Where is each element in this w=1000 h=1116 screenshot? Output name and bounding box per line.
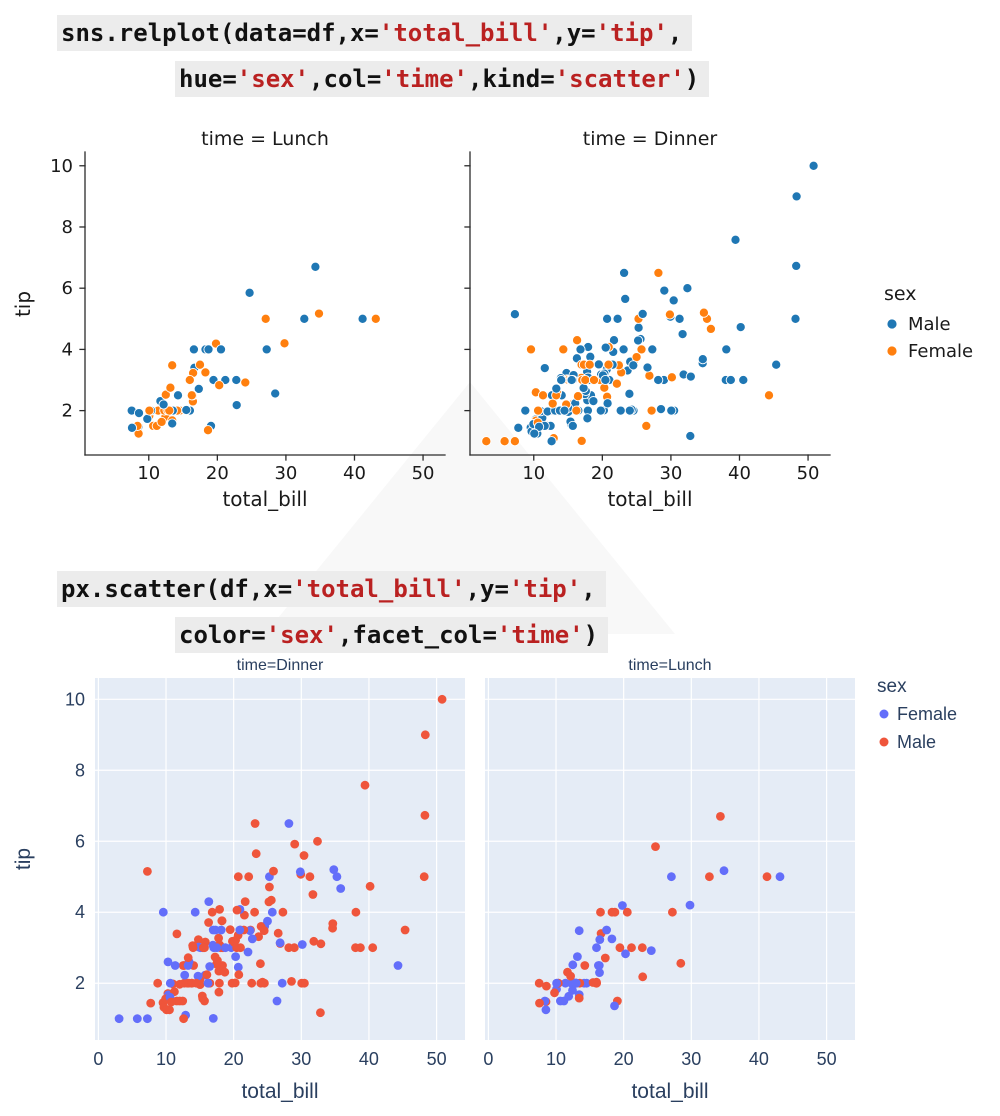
x-tick-label: 10 [137,463,160,484]
x-tick-label: 50 [797,463,820,484]
plotly-code-snippet: px.scatter(df,x='total_bill',y='tip',col… [57,566,609,658]
scatter-points-lunch [534,812,785,1015]
code-token-string: 'time' [381,65,468,93]
plotly-panel-dinner: time=Dinner 0 10 20 30 40 50 2 4 6 8 10 total_bill [65,657,465,1103]
x-tick-label: 40 [359,1049,379,1069]
code-token-plain: ,kind= [468,65,555,93]
code-token-plain: ) [684,65,700,93]
code-token-plain: ,facet_col= [337,621,497,649]
y-tick-label: 4 [75,902,85,922]
legend-label: Female [908,341,973,362]
x-tick-label: 0 [483,1049,493,1069]
code-token-string: 'tip' [595,19,668,47]
x-tick-label: 50 [427,1049,447,1069]
code-token-string: 'tip' [508,575,582,603]
plotly-figure: time=Dinner 0 10 20 30 40 50 2 4 6 8 10 total_bill ti… [0,648,1000,1116]
legend-marker-male [886,318,898,330]
legend-marker-female [879,709,889,719]
y-tick-label: 2 [75,973,85,993]
code-token-plain: ) [583,621,599,649]
code-line: color='sex',facet_col='time') [57,612,609,658]
facet-title: time = Lunch [201,128,329,150]
y-tick-label: 8 [62,217,73,238]
facet-title: time=Dinner [237,657,324,674]
y-axis-label: tip [11,291,35,317]
code-token-string: 'time' [496,621,584,649]
code-line-highlight: hue='sex',col='time',kind='scatter') [175,61,710,97]
x-tick-label: 10 [156,1049,176,1069]
facet-title: time=Lunch [628,657,711,674]
x-tick-label: 10 [546,1049,566,1069]
legend-title: sex [877,676,907,697]
code-line-highlight: px.scatter(df,x='total_bill',y='tip', [57,571,606,607]
facet-title: time = Dinner [583,128,718,150]
scatter-points-dinner [114,694,447,1024]
x-axis-label: total_bill [241,1080,318,1103]
code-token-plain: , [581,575,596,603]
y-tick-label: 6 [62,278,73,299]
code-line: sns.relplot(data=df,x='total_bill',y='ti… [57,10,709,56]
x-tick-label: 30 [681,1049,701,1069]
y-tick-label: 6 [75,831,85,851]
x-tick-label: 50 [817,1049,837,1069]
x-tick-label: 50 [412,463,435,484]
x-tick-label: 20 [206,463,229,484]
code-line-highlight: sns.relplot(data=df,x='total_bill',y='ti… [57,15,693,51]
code-token-string: 'sex' [265,621,338,649]
x-axis-label: total_bill [222,487,307,511]
legend-label: Male [908,314,951,335]
x-tick-label: 10 [522,463,545,484]
x-axis-label: total_bill [607,487,692,511]
plotly-panel-lunch: time=Lunch 0 10 20 30 40 50 total_bill [483,657,855,1103]
y-tick-label: 10 [50,156,73,177]
x-tick-label: 30 [659,463,682,484]
legend-marker-female [886,345,898,357]
code-token-plain: px.scatter(df,x= [61,575,293,603]
x-tick-label: 20 [224,1049,244,1069]
legend-title: sex [884,283,917,305]
scatter-points-lunch [126,261,381,439]
y-tick-label: 4 [62,339,73,360]
x-tick-label: 0 [93,1049,103,1069]
code-line-highlight: color='sex',facet_col='time') [175,617,609,653]
x-tick-label: 40 [728,463,751,484]
code-token-string: 'sex' [236,65,310,93]
x-tick-label: 40 [749,1049,769,1069]
x-axis-label: total_bill [631,1080,708,1103]
code-token-string: 'total_bill' [378,19,553,47]
y-tick-label: 10 [65,689,85,709]
x-tick-label: 30 [291,1049,311,1069]
x-tick-label: 40 [343,463,366,484]
code-token-plain: color= [179,621,266,649]
code-token-string: 'scatter' [554,65,685,93]
code-line: hue='sex',col='time',kind='scatter') [57,56,710,102]
seaborn-code-snippet: sns.relplot(data=df,x='total_bill',y='ti… [57,10,710,102]
code-token-string: 'total_bill' [292,575,466,603]
legend-label: Female [897,704,957,724]
code-token-plain: ,col= [309,65,382,93]
seaborn-panel-lunch: time = Lunch 10 20 30 40 50 2 4 6 8 10 total_bill [50,128,446,511]
legend-marker-male [879,737,889,747]
x-tick-label: 20 [591,463,614,484]
y-axis-label: tip [12,848,35,870]
code-line: px.scatter(df,x='total_bill',y='tip', [57,566,608,612]
y-tick-label: 8 [75,760,85,780]
scatter-points-dinner [481,160,819,447]
seaborn-figure: time = Lunch 10 20 30 40 50 2 4 6 8 10 total_bill ti… [0,118,1000,522]
code-token-plain: , [667,19,683,47]
legend-label: Male [897,732,936,752]
seaborn-panel-dinner: time = Dinner 10 20 30 40 50 total_bill [464,128,831,511]
x-tick-label: 20 [614,1049,634,1069]
y-tick-label: 2 [62,401,73,422]
plot-background [485,678,855,1040]
code-token-plain: ,y= [465,575,509,603]
code-token-plain: ,y= [552,19,596,47]
code-token-plain: hue= [179,65,237,93]
x-tick-label: 30 [274,463,297,484]
code-token-plain: sns.relplot(data=df,x= [61,19,379,47]
